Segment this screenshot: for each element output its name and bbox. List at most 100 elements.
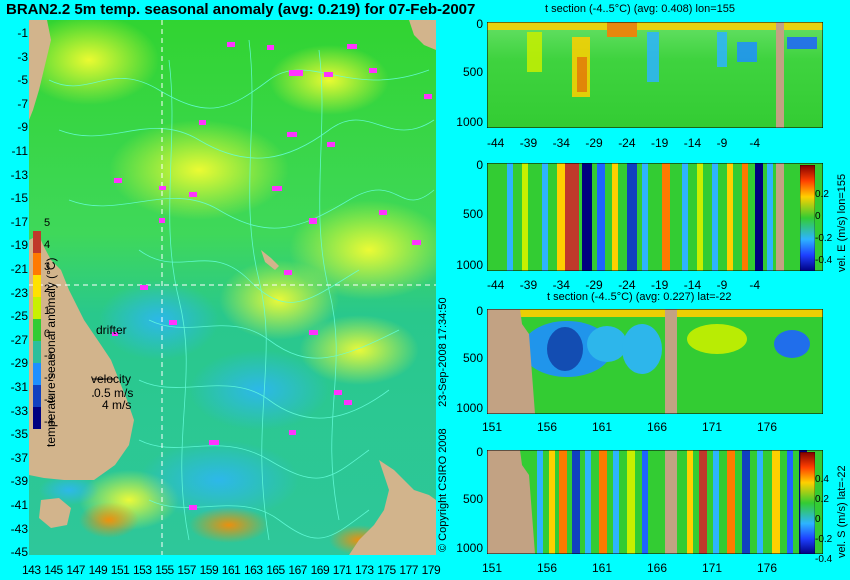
map-x-tick: 155: [155, 563, 174, 577]
map-plot: [29, 20, 436, 555]
panel3-x-tick: 176: [757, 420, 778, 434]
panel2-x-tick: -29: [585, 278, 603, 292]
map-colorbar-tick: 5: [44, 217, 51, 229]
panel4-colorbar-tick: 0.4: [815, 474, 829, 485]
panel4-x-tick: 156: [537, 561, 558, 575]
panel1-y-tick: 500: [462, 64, 483, 79]
map-y-tick: -31: [10, 380, 28, 394]
panel4-land-left: [487, 450, 535, 554]
map-x-tick: 157: [177, 563, 196, 577]
panel2-x-tick: -14: [683, 278, 702, 292]
panel1-y-tick: 0: [476, 17, 483, 31]
velocity-label: velocity: [91, 372, 132, 386]
map-y-tick: -9: [17, 120, 28, 135]
map-y-tick: -15: [10, 191, 28, 206]
panel4-x-tick: 171: [702, 561, 723, 575]
map-y-tick: -13: [10, 167, 28, 182]
panel3-land-mid: [665, 309, 677, 414]
map-y-tick: -45: [10, 545, 28, 560]
map-y-tick: -17: [10, 214, 28, 229]
map-y-tick: -29: [10, 356, 28, 371]
panel2-stripes: [507, 163, 773, 271]
map-colorbar-tick: -4: [44, 415, 54, 428]
panel2-colorbar-tick: -0.4: [815, 255, 833, 266]
panel3-x-tick: 156: [537, 420, 558, 434]
map-colorbar: [33, 231, 41, 429]
map-colorbar-tick: -1: [44, 349, 54, 362]
map-colorbar-label: temperature seasonal anomaly (°C): [44, 257, 58, 447]
map-y-tick: -1: [17, 26, 28, 40]
map-x-tick: 161: [221, 563, 241, 577]
map-x-tick: 175: [377, 563, 396, 577]
land: [29, 20, 436, 555]
velocity-scale-1: 0.5 m/s: [94, 386, 134, 400]
map-x-tick: 149: [88, 563, 108, 577]
panel1-plot: [487, 22, 823, 128]
panel2-y-tick: 500: [462, 206, 483, 221]
map-y-tick: -7: [17, 96, 28, 111]
panel1-x-tick: -44: [487, 136, 505, 150]
panel2-colorbar-label: vel. E (m/s) lon=155: [836, 173, 848, 272]
map-x-tick: 145: [44, 563, 63, 577]
panel3-x-tick: 161: [592, 420, 613, 434]
map-x-tick: 143: [22, 563, 41, 577]
map-colorbar-tick: 3: [44, 261, 51, 274]
map-y-tick: -33: [10, 403, 28, 418]
panel2-x-tick: -9: [716, 278, 728, 292]
panel4-colorbar-tick: 0.2: [815, 494, 829, 505]
panel4-x-tick: 151: [482, 561, 503, 575]
map-y-tick: -23: [10, 285, 28, 300]
panel1-title: t section (-4..5°C) (avg: 0.408) lon=155: [545, 3, 735, 15]
png-land: [409, 20, 436, 50]
map-colorbar-tick: -2: [44, 371, 54, 384]
new-zealand-land: [349, 460, 436, 555]
map-colorbar-tick: 4: [44, 239, 51, 252]
map-x-tick: 177: [399, 563, 418, 577]
panel1-x-tick: -14: [683, 136, 702, 150]
panel4-plot: [487, 450, 823, 554]
map-x-tick: 153: [133, 563, 152, 577]
drifter-markers: [112, 42, 432, 510]
panel3-x-tick: 171: [702, 420, 723, 434]
map-y-tick: -37: [10, 450, 28, 465]
panel1-x-tick: -29: [585, 136, 603, 150]
panel2-land: [776, 163, 784, 271]
tasmania-land: [39, 498, 71, 528]
map-title: BRAN2.2 5m temp. seasonal anomaly (avg: …: [6, 1, 476, 18]
panel1-x-tick: -9: [716, 136, 728, 150]
panel1-land: [776, 22, 784, 128]
map-x-tick: 163: [244, 563, 263, 577]
panel4-x-tick: 161: [592, 561, 613, 575]
panel4-y-tick: 0: [476, 445, 483, 459]
panel3-title: t section (-4..5°C) (avg: 0.227) lat=-22: [547, 291, 732, 303]
panel3-y-tick: 500: [462, 351, 483, 366]
map-y-tick: -21: [10, 262, 28, 276]
map-y-tick: -11: [11, 144, 28, 158]
australia-land: [29, 235, 134, 480]
velocity-scale-2: 4 m/s: [102, 398, 132, 412]
panel3-x-tick: 166: [647, 420, 668, 434]
panel2-x-tick: -24: [618, 278, 636, 292]
map-colorbar-tick: -3: [44, 393, 54, 406]
panel2-x-tick: -19: [651, 278, 669, 292]
panel4-x-tick: 166: [647, 561, 668, 575]
panel2-x-tick: -4: [749, 278, 761, 292]
panel4-y-tick: 500: [462, 491, 483, 506]
map-y-tick: -19: [10, 238, 28, 253]
panel2-y-tick: 1000: [456, 257, 483, 272]
map-x-tick: 179: [421, 563, 441, 577]
map-x-tick: 165: [266, 563, 285, 577]
map-y-tick: -41: [10, 498, 28, 512]
panel2-plot: [487, 163, 823, 271]
map-colorbar-tick: 2: [44, 283, 51, 296]
map-x-tick: 159: [199, 563, 219, 577]
panel3-land-left: [487, 309, 535, 414]
map-y-tick: -43: [10, 521, 28, 536]
map-y-tick: -5: [17, 73, 28, 88]
panel2-x-tick: -39: [519, 278, 538, 292]
panel4-y-tick: 1000: [456, 540, 483, 555]
panel2-x-tick: -44: [487, 278, 505, 292]
cape-york-land: [29, 20, 51, 120]
panel4-colorbar-tick: 0: [815, 514, 821, 525]
map-y-tick: -39: [10, 474, 28, 489]
